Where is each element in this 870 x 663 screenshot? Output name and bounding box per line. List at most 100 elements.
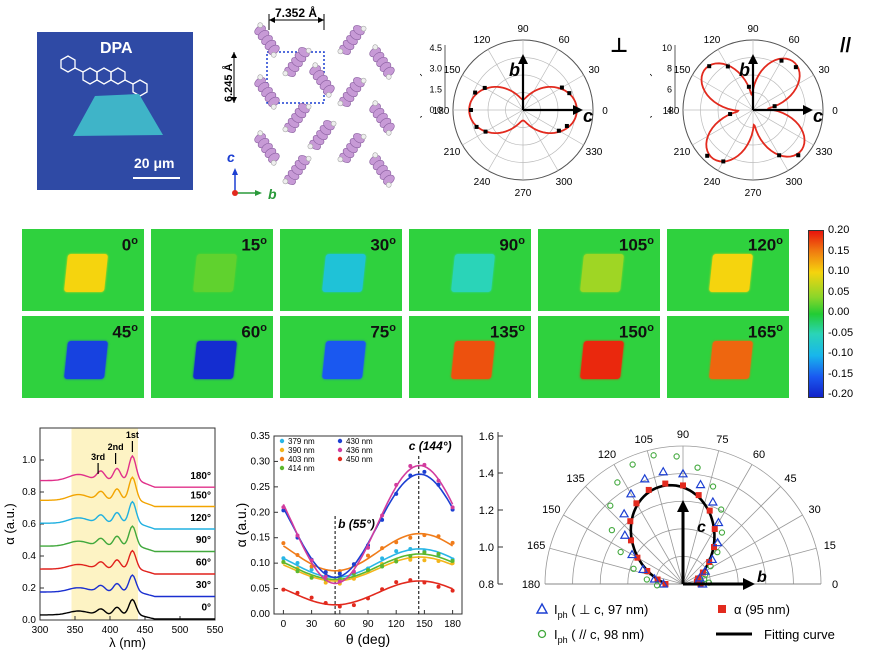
heatmap-flake [451,254,495,292]
y-tick-label: 0.20 [251,507,271,518]
iph-par-point [715,550,720,555]
alpha-point [712,526,718,532]
legend-label: 403 nm [288,455,315,464]
data-point [366,568,370,572]
y-tick-label: 0.2 [22,583,36,594]
heatmap-flake [64,341,108,379]
r-tick-label: 0.8 [479,579,494,591]
half-polar-chart: 1.61.41.21.00.8 180165150135120105 90 75604… [472,418,870,658]
alpha-point [627,518,633,524]
iph-perp-point [621,531,629,538]
data-point [394,540,398,544]
angle-label: 90 [677,429,689,441]
data-point [422,533,426,537]
b-axis-arrowhead [743,578,755,590]
data-point [281,505,285,509]
polar-data-point [483,86,487,90]
data-point [338,572,342,576]
heatmap-tile: 150o [538,316,660,398]
colorbar-gradient [808,230,824,398]
colorbar-tick-label: -0.10 [828,347,853,359]
angle-label: 60 [753,449,765,461]
polar-data-point [705,154,709,158]
polar-spoke [692,110,753,145]
polar-data-point [484,130,488,134]
colorbar-tick-label: 0.10 [828,265,849,277]
polar-data-point [473,91,477,95]
y-tick-label: 0.4 [22,551,36,562]
c-annotation: c (144°) [409,439,452,453]
y-tick-label: 0.00 [251,609,271,620]
polar-angle-label: 270 [745,188,762,199]
polar-angle-label: 240 [704,177,721,188]
data-point [352,570,356,574]
y-tick-label: 0.05 [251,584,271,595]
data-point [352,562,356,566]
data-point [408,554,412,558]
data-point [380,587,384,591]
polar-angle-label: 240 [474,177,491,188]
legend-marker [280,466,284,470]
data-point [281,560,285,564]
polar-spoke [753,110,788,171]
series-label: 0° [201,602,211,613]
data-point [451,505,455,509]
heatmap-flake [580,254,624,292]
legend-label: α (95 nm) [734,602,790,617]
molecule [336,129,367,166]
data-point [408,578,412,582]
fit-line [283,534,452,571]
series-label: 120° [190,513,211,524]
polar-axis-b: b [509,60,520,80]
heatmap-angle-value: 165 [748,323,776,342]
x-tick-label: 90 [362,619,374,630]
data-point [366,546,370,550]
heatmap-flake [709,341,753,379]
polar-r-tick: 3.0 [429,64,442,74]
molecule [366,43,397,80]
heatmap-tile: 15o [151,229,273,311]
legend-label: Iph ( // c, 98 nm) [554,627,644,645]
heatmap-angle-value: 30 [370,236,389,255]
data-point [394,560,398,564]
angle-label: 30 [809,504,821,516]
heatmap-flake [580,341,624,379]
alpha-point [680,482,686,488]
heatmap-angle-label: 105o [619,235,654,256]
iph-perp-point [697,481,705,488]
polar-r-tick: 4.5 [429,43,442,53]
iph-par-point [654,583,659,588]
x-axis-label: θ (deg) [346,631,390,647]
polar-angle-label: 30 [588,65,600,76]
iph-par-point [608,503,613,508]
alpha-theta-panel: 0 30 60 90 120 150 180 0.00 0.05 0.10 0.15 0.20 0.25… [232,418,472,658]
heatmap-angle-label: 75o [370,322,396,343]
iph-perp-point [620,510,628,517]
data-point [422,470,426,474]
polar-angle-label: 150 [674,65,691,76]
data-point [408,547,412,551]
x-tick-label: 350 [67,625,84,636]
heatmap-angle-label: 15o [241,235,267,256]
fit-line [283,581,452,605]
polar-data-point [796,153,800,157]
data-point [451,559,455,563]
polar-perp-panel: 90 60 30 0 330 300 270 240 210 180 150 120 4.5 3.0 1.5… [420,20,635,205]
iph-par-point [651,453,656,458]
polar-spoke [683,451,719,584]
polar-spoke [523,110,558,171]
data-point [366,554,370,558]
crystal-structure: 7.352 Å 6.245 Å c b [222,0,417,205]
polar-angle-label: 0 [832,106,838,117]
data-point [422,581,426,585]
polar-angle-label: 90 [517,24,529,35]
polar-data-point [747,85,751,89]
series-label: 90° [196,535,211,546]
data-point [380,514,384,518]
heatmap-angle-label: 165o [748,322,783,343]
legend-marker [280,448,284,452]
polar-data-point [565,124,569,128]
y-tick-label: 0.15 [251,533,271,544]
molecule [281,99,312,136]
data-point [408,464,412,468]
